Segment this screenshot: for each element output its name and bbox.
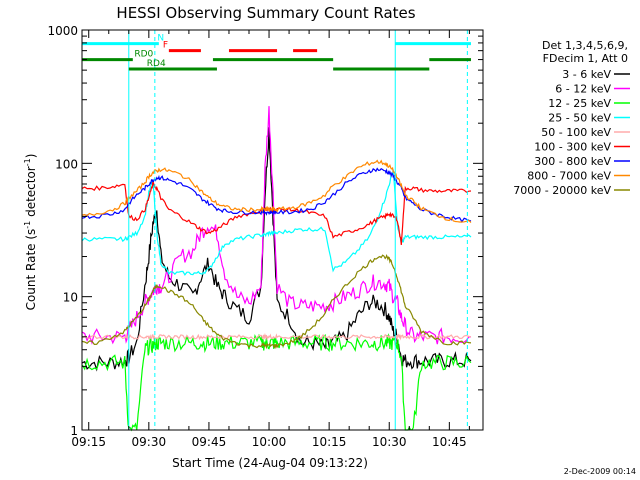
- y-tick-label-1: 10: [63, 291, 78, 305]
- y-tick-label-2: 100: [55, 157, 78, 171]
- legend-label-2: 12 - 25 keV: [548, 97, 611, 110]
- legend-label-8: 7000 - 20000 keV: [513, 184, 611, 197]
- legend-label-4: 50 - 100 keV: [541, 126, 611, 139]
- series-line-8: [82, 254, 472, 350]
- legend: Det 1,3,4,5,6,9, FDecim 1, Att 0 3 - 6 k…: [513, 39, 630, 197]
- x-tick-label-0: 09:15: [71, 435, 106, 449]
- footer-date: 2-Dec-2009 00:14: [564, 467, 636, 476]
- state-label-f: F: [163, 41, 168, 51]
- series-line-7: [82, 159, 472, 223]
- x-tick-label-4: 10:15: [312, 435, 347, 449]
- x-tick-label-2: 09:45: [192, 435, 227, 449]
- series-line-4: [81, 332, 472, 341]
- series-line-0: [82, 127, 472, 372]
- legend-label-0: 3 - 6 keV: [562, 68, 611, 81]
- legend-label-3: 25 - 50 keV: [548, 112, 611, 125]
- series-line-6: [82, 167, 472, 223]
- state-label-rd4: RD4: [147, 59, 166, 69]
- axis-layer: 09:15 09:30 09:45 10:00 10:15 10:30 10:45 1 10 10…: [47, 24, 483, 449]
- x-axis-label: Start Time (24-Aug-04 09:13:22): [172, 456, 368, 470]
- plot-frame: [81, 29, 484, 431]
- y-tick-label-3: 1000: [47, 24, 78, 38]
- y-axis-label: Count Rate (s-1 detector-1): [23, 154, 38, 311]
- x-tick-label-3: 10:00: [252, 435, 287, 449]
- state-label-rd0: RD0: [134, 50, 153, 60]
- legend-header-line-1: Det 1,3,4,5,6,9,: [542, 39, 628, 52]
- x-tick-label-5: 10:30: [372, 435, 407, 449]
- legend-label-1: 6 - 12 keV: [555, 83, 611, 96]
- chart-title: HESSI Observing Summary Count Rates: [116, 4, 415, 22]
- legend-label-6: 300 - 800 keV: [534, 155, 611, 168]
- x-tick-label-6: 10:45: [432, 435, 467, 449]
- legend-header-line-2: FDecim 1, Att 0: [543, 52, 628, 65]
- x-tick-label-1: 09:30: [132, 435, 167, 449]
- legend-label-5: 100 - 300 keV: [534, 141, 611, 154]
- state-label-n: N: [157, 34, 164, 44]
- series-layer: [81, 106, 472, 432]
- legend-label-7: 800 - 7000 keV: [527, 170, 611, 183]
- y-tick-label-0: 1: [70, 424, 78, 438]
